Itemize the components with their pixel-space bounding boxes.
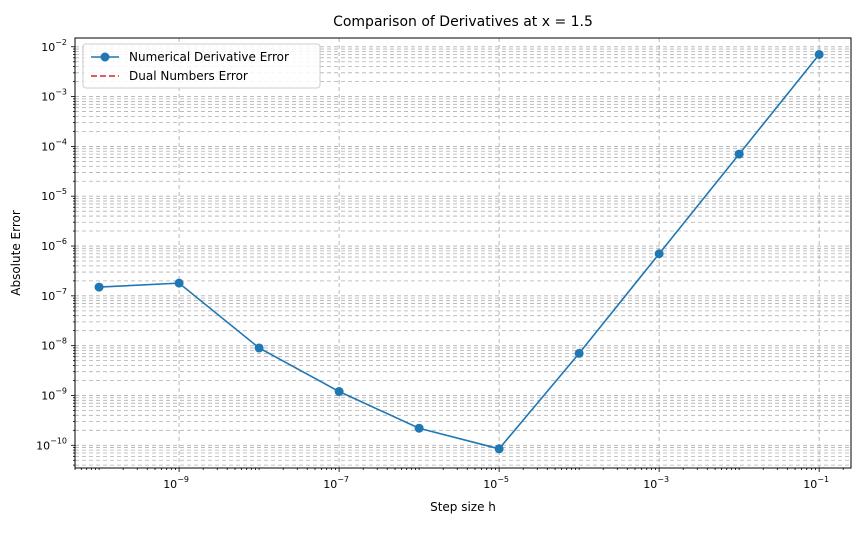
y-tick-label: 10−4: [41, 137, 67, 153]
data-point: [94, 282, 104, 292]
data-point: [494, 444, 504, 454]
data-point: [174, 278, 184, 288]
data-point: [814, 49, 824, 59]
x-tick-label: 10−5: [483, 475, 509, 491]
x-tick-label: 10−9: [163, 475, 189, 491]
plot-frame: [74, 37, 852, 469]
data-point: [574, 348, 584, 358]
series-layer: [94, 49, 824, 454]
data-point: [414, 423, 424, 433]
y-tick-label: 10−5: [41, 187, 67, 203]
legend-box: [82, 43, 321, 89]
ticks-layer: 10−9 10−7 10−5 10−3 10−1 10−10 10−9 10−8 10−7 10−…: [36, 38, 844, 491]
grid-layer: [75, 38, 851, 468]
x-tick-label: 10−7: [323, 475, 349, 491]
data-point: [734, 149, 744, 159]
y-tick-label: 10−10: [36, 436, 67, 452]
y-tick-label: 10−9: [41, 386, 67, 402]
chart-title: Comparison of Derivatives at x = 1.5: [333, 14, 593, 30]
y-tick-label: 10−6: [41, 237, 67, 253]
y-tick-label: 10−2: [41, 38, 67, 54]
y-tick-label: 10−8: [41, 337, 67, 353]
y-tick-label: 10−7: [41, 287, 67, 303]
x-tick-label: 10−3: [643, 475, 669, 491]
data-point: [654, 249, 664, 259]
x-axis-label: Step size h: [430, 500, 496, 514]
x-tick-label: 10−1: [803, 475, 829, 491]
legend: Numerical Derivative Error Dual Numbers E…: [82, 43, 321, 89]
data-point: [334, 387, 344, 397]
data-point: [254, 343, 264, 353]
legend-label: Numerical Derivative Error: [129, 50, 289, 64]
series-line: [99, 53, 820, 450]
legend-marker: [100, 52, 110, 62]
y-tick-label: 10−3: [41, 88, 67, 104]
y-axis-label: Absolute Error: [9, 210, 23, 296]
legend-label: Dual Numbers Error: [129, 69, 248, 83]
